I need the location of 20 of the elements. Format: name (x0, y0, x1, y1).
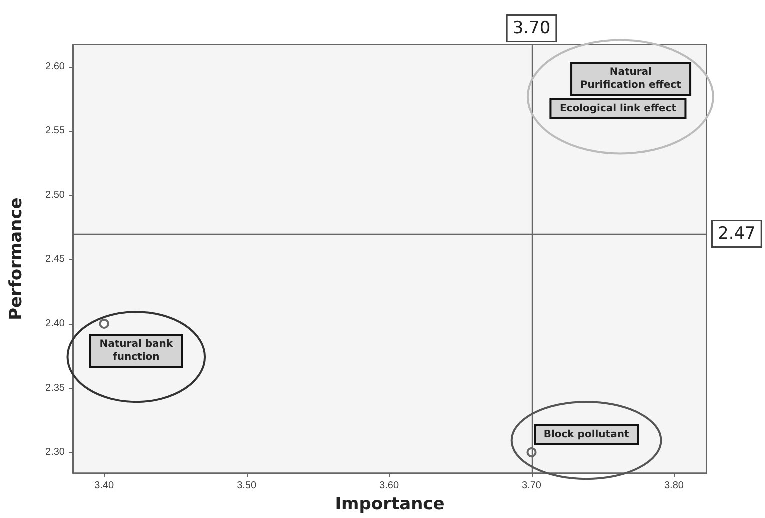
y-tick-label: 2.50 (46, 190, 66, 201)
y-tick-label: 2.30 (46, 447, 66, 458)
annotation: Block pollutant (534, 424, 640, 446)
y-tick-label: 2.45 (46, 254, 66, 266)
y-tick-label: 2.55 (46, 126, 66, 137)
ref-line-label: 3.70 (512, 18, 551, 38)
x-tick-label: 3.40 (94, 480, 115, 492)
x-tick-label: 3.60 (380, 480, 400, 492)
annotation: Ecological link effect (550, 98, 687, 120)
y-tick-label: 2.40 (46, 318, 66, 330)
x-axis-title: Importance (335, 494, 445, 514)
y-tick-label: 2.60 (46, 61, 66, 72)
y-axis-title: Performance (6, 198, 26, 320)
ref-line-label: 2.47 (718, 224, 756, 244)
y-tick-label: 2.35 (46, 382, 66, 394)
x-tick-label: 3.70 (522, 480, 542, 492)
annotation: Natural Purification effect (570, 62, 692, 96)
annotation: Natural bank function (90, 334, 184, 368)
x-tick-label: 3.80 (664, 480, 684, 492)
x-tick-label: 3.50 (237, 480, 257, 492)
